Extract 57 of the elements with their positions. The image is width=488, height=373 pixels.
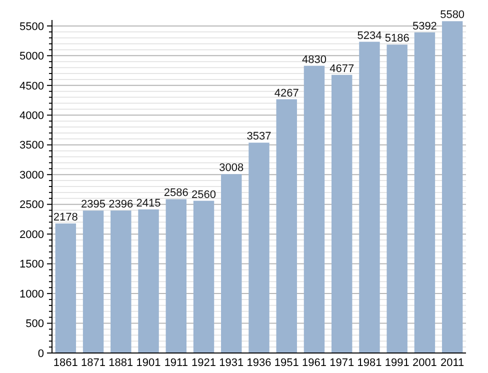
bar [110,210,132,353]
y-tick-label: 1000 [20,288,44,300]
data-label: 4830 [302,54,326,66]
x-tick-label: 1881 [108,357,134,369]
data-label: 3008 [219,162,244,174]
data-label: 2396 [108,198,134,211]
y-tick-label: 3000 [20,169,44,182]
y-tick-label: 2000 [20,228,44,241]
data-label: 2560 [192,188,216,201]
data-label: 5392 [412,20,437,32]
bar [221,174,242,353]
y-tick-label: 4000 [20,110,44,122]
y-tick-label: 2500 [20,199,44,212]
x-tick-label: 2001 [412,357,437,369]
y-tick-label: 5000 [20,50,44,63]
x-tick-label: 1871 [81,357,106,369]
y-tick-label: 500 [26,318,44,330]
x-tick-label: 1911 [164,357,188,369]
data-label: 4677 [330,62,354,75]
data-label: 4267 [274,87,299,100]
bar [332,74,352,353]
data-label: 2415 [136,197,161,210]
data-label: 3537 [246,130,272,143]
x-tick-label: 1991 [384,357,410,369]
x-tick-label: 1921 [192,357,216,369]
bar [82,210,104,353]
data-label: 2586 [164,187,188,200]
bar [248,142,270,353]
y-tick-label: 1500 [20,258,44,271]
bar [386,44,408,353]
y-tick-label: 0 [38,348,44,360]
bar [414,32,436,353]
bar [138,209,159,353]
x-tick-label: 1971 [330,357,354,369]
bar [276,99,297,353]
data-label: 5234 [357,30,382,42]
x-tick-label: 1936 [246,357,272,369]
bar [166,199,186,353]
data-label: 2178 [53,211,78,224]
x-tick-label: 1961 [302,357,326,369]
y-tick-label: 3500 [20,140,44,152]
bar [359,42,380,353]
data-label: 2395 [81,198,106,211]
data-label: 5580 [440,9,465,22]
x-tick-label: 1951 [274,357,299,369]
x-tick-label: 1901 [136,357,161,369]
bar [304,66,325,353]
bar [193,200,214,353]
x-tick-label: 1981 [357,357,382,369]
data-label: 5186 [384,32,410,45]
x-tick-label: 1931 [219,357,244,369]
bar [442,21,463,353]
bar [55,223,76,353]
x-tick-label: 2011 [440,357,464,369]
y-tick-label: 4500 [20,80,44,92]
y-tick-label: 5500 [20,20,44,33]
x-tick-label: 1861 [53,357,78,369]
